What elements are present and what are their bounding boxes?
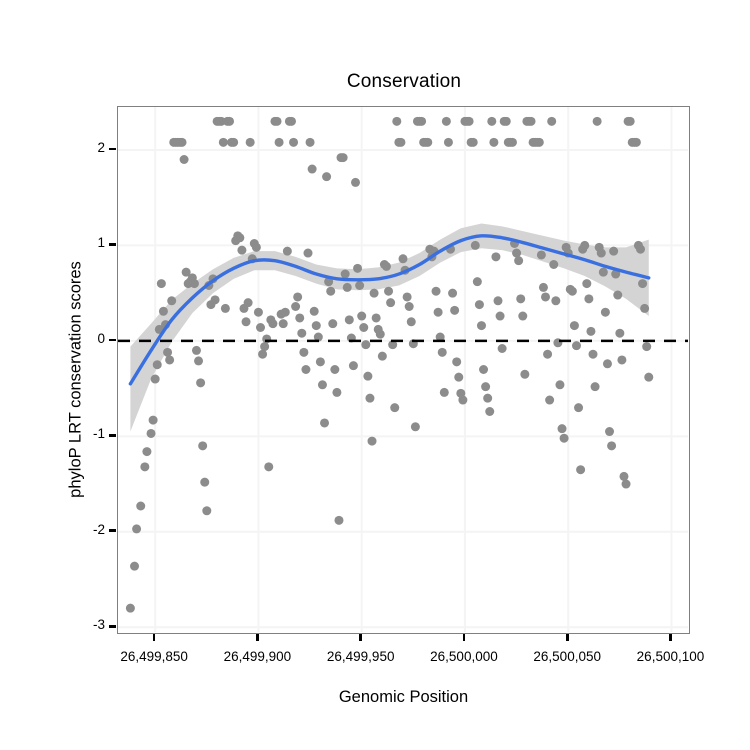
- x-axis-title: Genomic Position: [338, 688, 469, 706]
- x-tick-label: 26,500,050: [533, 649, 601, 664]
- plot-panel: [117, 106, 690, 634]
- y-tick-label: -3: [92, 617, 105, 633]
- x-tick-mark: [462, 634, 466, 641]
- x-tick-mark: [152, 634, 156, 641]
- y-tick-mark: [109, 243, 116, 246]
- x-tick-label: 26,500,000: [430, 649, 498, 664]
- x-tick-label: 26,499,900: [223, 649, 292, 664]
- grid-lines: [118, 107, 688, 632]
- y-tick-mark: [109, 624, 116, 628]
- y-tick-label: -1: [92, 426, 105, 442]
- x-tick-mark: [359, 634, 362, 641]
- y-tick-mark: [109, 338, 116, 342]
- x-tick-label: 26,499,950: [326, 649, 395, 664]
- x-tick-label: 26,500,100: [636, 649, 705, 664]
- plot-area: [118, 107, 688, 632]
- chart-title: Conservation: [346, 71, 462, 92]
- y-tick-label: -2: [92, 521, 105, 537]
- y-tick-mark: [109, 147, 116, 151]
- x-tick-mark: [565, 634, 569, 641]
- y-tick-mark: [109, 434, 116, 437]
- x-tick-mark: [256, 634, 259, 641]
- y-axis-title: phyloP LRT conservation scores: [66, 261, 85, 498]
- x-tick-label: 26,499,850: [120, 649, 188, 664]
- y-tick-label: 1: [97, 235, 105, 251]
- x-tick-mark: [669, 634, 672, 641]
- y-tick-mark: [109, 529, 116, 533]
- y-tick-label: 0: [97, 330, 105, 346]
- loess-smooth-line: [128, 234, 651, 386]
- y-tick-label: 2: [97, 139, 105, 155]
- scatter-points: [125, 116, 654, 613]
